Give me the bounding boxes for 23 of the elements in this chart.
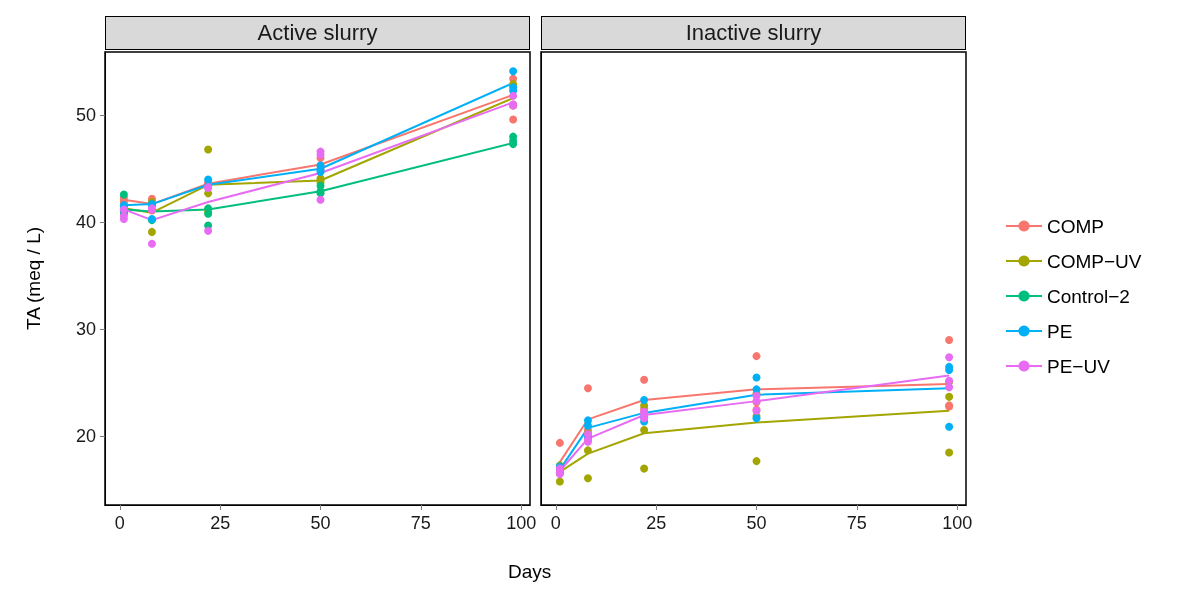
- y-tick-label: 50: [75, 105, 96, 126]
- x-tick-label: 100: [506, 513, 537, 533]
- x-tick-label: 75: [846, 513, 867, 533]
- x-tick-label: 25: [646, 513, 667, 533]
- y-tick-label: 20: [75, 426, 96, 447]
- y-axis-title: TA (meq / L): [23, 226, 44, 331]
- y-tick-label: 40: [75, 212, 96, 233]
- legend-label: PE−UV: [1047, 355, 1111, 377]
- x-tick-label: 0: [550, 513, 561, 533]
- x-tick-label: 50: [746, 513, 767, 533]
- chart-title: Active slurry: [105, 16, 530, 50]
- legend-label: COMP−UV: [1047, 250, 1142, 272]
- x-tick-label: 50: [310, 513, 331, 533]
- chart-title: Inactive slurry: [541, 16, 966, 50]
- legend-label: PE: [1047, 320, 1073, 342]
- x-axis-title: Days: [508, 561, 552, 582]
- x-tick-label: 100: [942, 513, 973, 533]
- y-tick-label: 30: [75, 319, 96, 340]
- legend-label: Control−2: [1047, 285, 1130, 307]
- legend-label: COMP: [1047, 215, 1104, 237]
- x-tick-label: 25: [210, 513, 231, 533]
- x-tick-label: 75: [410, 513, 431, 533]
- x-tick-label: 0: [114, 513, 125, 533]
